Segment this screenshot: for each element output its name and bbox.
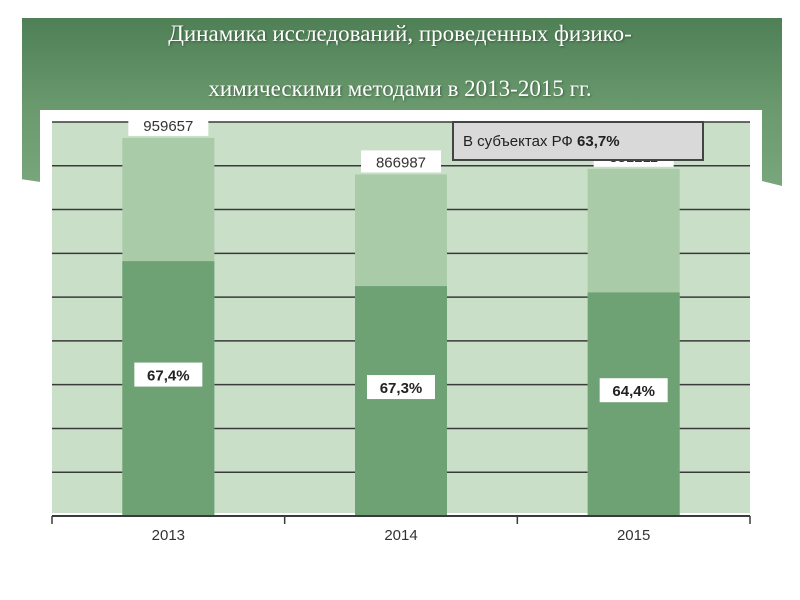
total-label-box	[361, 150, 441, 173]
total-label: 959657	[143, 118, 193, 135]
note-box-frame	[452, 121, 704, 161]
note-text: В субъектах РФ 63,7%	[463, 133, 620, 150]
share-label: 67,4%	[147, 368, 190, 385]
slide-title: Динамика исследований, проведенных физик…	[40, 6, 760, 116]
bar-share-2013	[122, 261, 215, 516]
note-box: В субъектах РФ 63,7%	[452, 121, 704, 161]
share-label-box	[599, 378, 668, 403]
bar-share-2014	[355, 286, 447, 516]
total-label: 866987	[376, 154, 426, 171]
bar-share-2015	[587, 292, 680, 516]
x-tick-label: 2014	[384, 527, 417, 544]
note-value: 63,7%	[577, 133, 620, 150]
share-label: 64,4%	[612, 383, 655, 400]
total-label-box	[128, 113, 209, 136]
share-label-box	[134, 362, 203, 387]
x-tick-label: 2015	[617, 527, 650, 544]
share-label: 67,3%	[380, 380, 423, 397]
slide-title-line-2: химическими методами в 2013-2015 гг.	[208, 76, 592, 101]
share-label-box	[367, 375, 435, 400]
slide-title-line-1: Динамика исследований, проведенных физик…	[168, 21, 632, 46]
x-tick-label: 2013	[152, 527, 185, 544]
note-prefix: В субъектах РФ	[463, 133, 577, 150]
x-axis: 2013 2014 2015	[51, 515, 751, 544]
